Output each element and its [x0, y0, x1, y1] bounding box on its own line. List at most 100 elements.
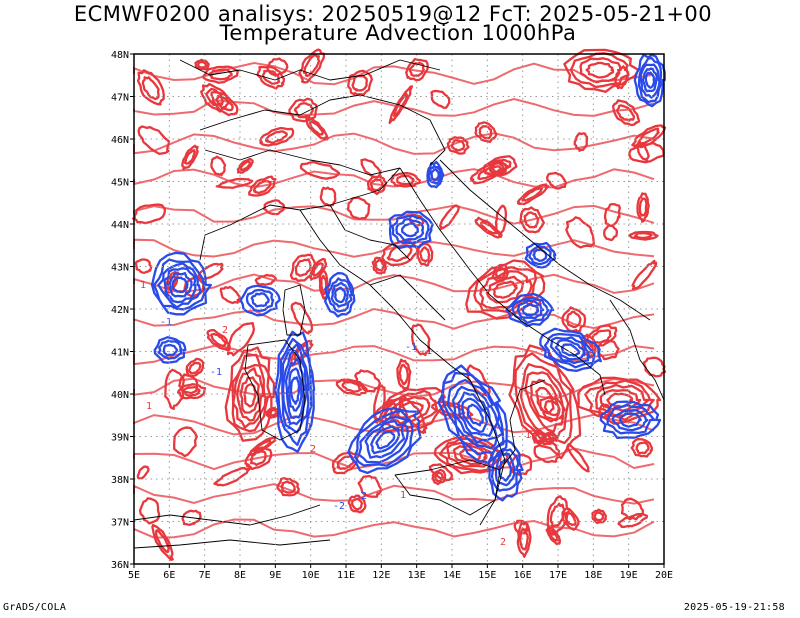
coastline: [282, 284, 306, 336]
positive-contour: [299, 160, 341, 180]
positive-contour: [599, 389, 642, 412]
positive-contour: [239, 376, 260, 414]
lon-label: 19E: [620, 570, 638, 581]
positive-contour: [373, 384, 386, 424]
positive-contour: [474, 121, 498, 143]
negative-contour: [641, 67, 658, 93]
lon-label: 11E: [337, 570, 355, 581]
warm-advection-cell: [546, 495, 571, 536]
positive-contour: [371, 256, 387, 275]
lon-label: 12E: [372, 570, 390, 581]
positive-contour: [635, 441, 650, 455]
warm-advection-cell: [164, 368, 186, 410]
warm-advection-cell: [379, 239, 419, 266]
positive-contour: [346, 196, 371, 221]
contour-value-label: 1: [146, 401, 152, 412]
lon-label: 10E: [302, 570, 320, 581]
coastline: [609, 299, 665, 401]
positive-contour: [548, 529, 559, 542]
warm-advection-cell: [185, 357, 205, 378]
warm-advection-cell: [288, 97, 318, 123]
positive-contour: [596, 339, 620, 361]
lat-lon-grid: [134, 54, 664, 564]
positive-contour: [335, 378, 368, 396]
negative-contour: [274, 330, 316, 453]
warm-advection-cell: [388, 85, 414, 125]
cold-advection-core: [239, 284, 281, 317]
negative-contour: [521, 303, 540, 317]
lat-label: 43N: [111, 263, 129, 274]
warm-advection-cell: [319, 186, 337, 207]
contour-value-label: 1: [306, 422, 312, 433]
positive-contour: [535, 386, 555, 415]
warm-advection-cell: [137, 125, 171, 156]
positive-contour: [236, 157, 254, 174]
negative-contour: [250, 292, 270, 308]
positive-contour: [133, 132, 655, 155]
negative-contour: [505, 292, 555, 328]
positive-contour: [347, 69, 374, 96]
positive-contour: [545, 171, 568, 190]
coastline: [399, 167, 606, 396]
positive-contour: [473, 266, 538, 314]
positive-contour: [239, 160, 252, 172]
warm-advection-cell: [305, 116, 329, 141]
positive-contour: [573, 132, 589, 152]
warm-advection-cell: [545, 171, 568, 190]
warm-advection-cell: [309, 257, 328, 281]
positive-contour: [386, 244, 413, 263]
cold-advection-core: [388, 210, 434, 250]
warm-advection-cell: [248, 175, 277, 197]
lat-label: 47N: [111, 93, 129, 104]
negative-contour: [370, 425, 401, 455]
warm-advection-cell: [630, 437, 654, 458]
positive-contour: [396, 358, 412, 392]
negative-contour: [637, 57, 663, 104]
contour-value-label: 1: [400, 490, 406, 501]
positive-contour: [244, 446, 273, 471]
positive-contour: [252, 179, 272, 195]
contour-value-label: -1: [210, 367, 222, 378]
warm-advection-cell: [545, 525, 562, 546]
positive-contour: [308, 119, 325, 136]
positive-contour: [256, 65, 286, 90]
positive-contour: [485, 275, 525, 304]
positive-contour: [305, 116, 329, 141]
positive-contour: [508, 344, 582, 460]
warm-advection-cell: [533, 440, 561, 464]
negative-contour: [644, 71, 656, 89]
positive-contour: [446, 441, 496, 468]
warm-advection-cell: [516, 521, 532, 558]
warm-advection-cell: [202, 65, 240, 84]
warm-advection-cell: [213, 467, 252, 487]
positive-contour: [379, 239, 419, 266]
negative-contour: [606, 403, 656, 435]
positive-contour: [210, 332, 227, 347]
lon-label: 6E: [163, 570, 175, 581]
warm-advection-cell: [346, 196, 371, 221]
coastline: [133, 504, 321, 526]
warm-advection-cell: [219, 285, 241, 305]
positive-contour: [577, 376, 662, 425]
warm-advection-cell: [466, 364, 491, 398]
negative-contour: [528, 244, 552, 266]
warm-advection-cell: [516, 183, 550, 206]
positive-contour: [546, 495, 571, 536]
positive-contour: [634, 232, 653, 240]
positive-contour: [133, 377, 655, 401]
coastline: [199, 167, 401, 261]
cold-advection-core: [524, 241, 557, 269]
positive-contour: [494, 204, 508, 237]
warm-advection-cell: [259, 126, 295, 147]
positive-contour: [181, 509, 202, 526]
positive-contour: [253, 439, 272, 453]
positive-contour: [519, 527, 529, 551]
positive-contour: [480, 221, 498, 235]
axis-labels: 5E 6E 7E 8E 9E 10E 11E 12E 13E 14E 15E 16E 17E 18E 19E…: [111, 50, 673, 581]
positive-contour: [585, 61, 615, 79]
positive-contour: [289, 253, 317, 282]
positive-contour: [176, 383, 207, 400]
positive-contour: [519, 363, 570, 442]
negative-contour: [490, 447, 520, 492]
contour-value-label: 1: [600, 402, 606, 413]
